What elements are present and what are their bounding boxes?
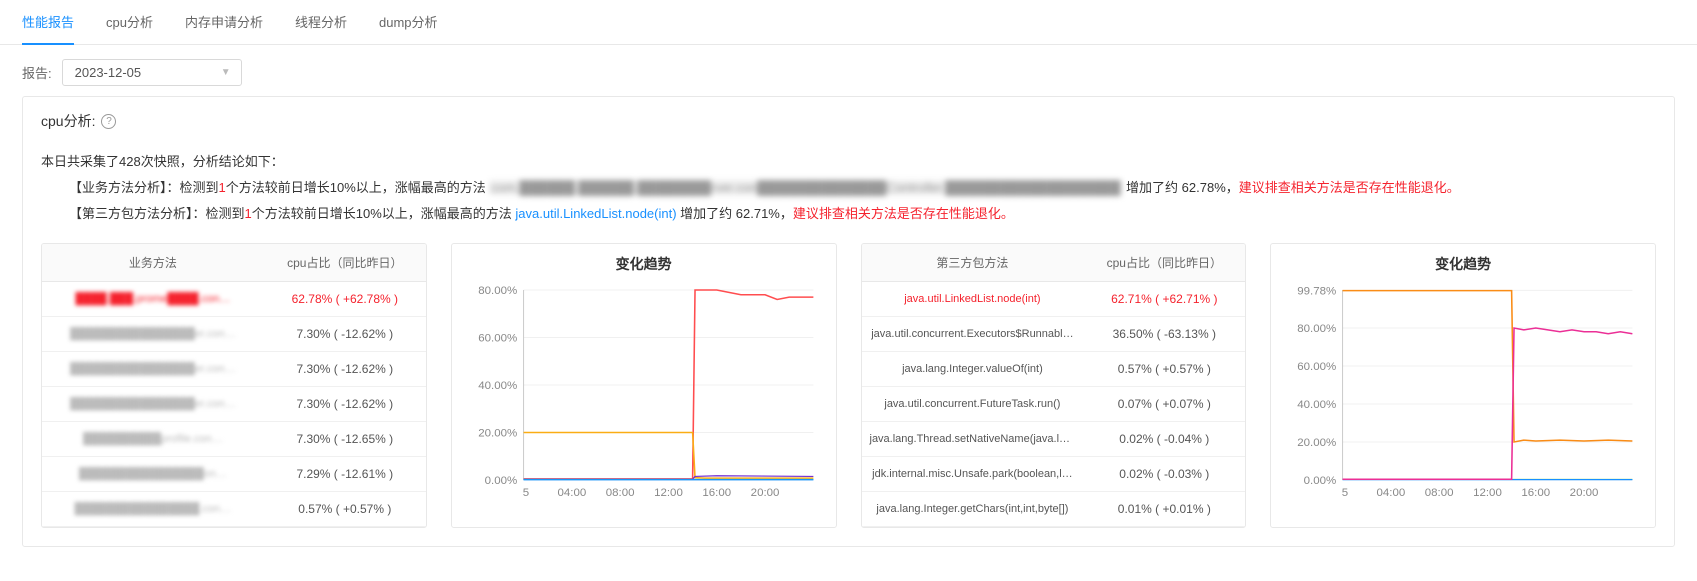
report-date-select[interactable]: 2023-12-05 ▼ bbox=[62, 59, 242, 86]
third-trend-chart: 变化趋势 0.00% 20.00% 40.00% 60.00% 80.00% 99.78%… bbox=[1270, 243, 1656, 528]
svg-text:0.00%: 0.00% bbox=[484, 475, 517, 487]
svg-text:99.78%: 99.78% bbox=[1298, 286, 1337, 298]
svg-text:80.00%: 80.00% bbox=[478, 285, 517, 297]
svg-text:20.00%: 20.00% bbox=[478, 428, 517, 440]
cpu-analysis-panel: cpu分析: ? 本日共采集了428次快照，分析结论如下： 【业务方法分析】：检… bbox=[22, 96, 1675, 547]
svg-text:60.00%: 60.00% bbox=[478, 333, 517, 345]
chart2-title: 变化趋势 bbox=[1285, 254, 1641, 274]
chart1-svg: 0.00% 20.00% 40.00% 60.00% 80.00% 5 04:00 08:00… bbox=[466, 282, 822, 502]
table-row[interactable]: java.lang.Thread.setNativeName(java.la…0… bbox=[862, 422, 1246, 457]
svg-text:40.00%: 40.00% bbox=[1298, 399, 1337, 411]
svg-text:08:00: 08:00 bbox=[1425, 487, 1454, 499]
charts-grid: 业务方法 cpu占比（同比昨日） ████.███.prome████.con…… bbox=[41, 243, 1656, 528]
svg-text:20:00: 20:00 bbox=[750, 487, 779, 499]
svg-text:5: 5 bbox=[523, 487, 529, 499]
chart1-title: 变化趋势 bbox=[466, 254, 822, 274]
tab-0[interactable]: 性能报告 bbox=[22, 0, 74, 45]
table-row[interactable]: ████.███.prome████.con…62.78% ( +62.78% … bbox=[42, 282, 426, 317]
svg-text:20.00%: 20.00% bbox=[1298, 437, 1337, 449]
svg-text:40.00%: 40.00% bbox=[478, 380, 517, 392]
table-row[interactable]: ████████████████on…7.29% ( -12.61% ) bbox=[42, 457, 426, 492]
chevron-down-icon: ▼ bbox=[221, 67, 231, 78]
svg-text:16:00: 16:00 bbox=[1522, 487, 1551, 499]
table-row[interactable]: ██████████profile.con…7.30% ( -12.65% ) bbox=[42, 422, 426, 457]
table2-col1: 第三方包方法 bbox=[862, 244, 1084, 282]
tab-4[interactable]: dump分析 bbox=[379, 0, 438, 44]
report-label: 报告: bbox=[22, 63, 52, 82]
report-date-value: 2023-12-05 bbox=[75, 65, 142, 80]
table-row[interactable]: jdk.internal.misc.Unsafe.park(boolean,l…… bbox=[862, 457, 1246, 492]
table2-col2: cpu占比（同比昨日） bbox=[1083, 244, 1245, 282]
biz-method-table: 业务方法 cpu占比（同比昨日） ████.███.prome████.con…… bbox=[41, 243, 427, 528]
svg-text:12:00: 12:00 bbox=[654, 487, 683, 499]
blurred-method: com.██████.██████.████████rver.con██████… bbox=[489, 180, 1122, 195]
tab-3[interactable]: 线程分析 bbox=[295, 0, 347, 44]
summary-intro: 本日共采集了428次快照，分析结论如下： bbox=[41, 149, 1656, 175]
summary-block: 本日共采集了428次快照，分析结论如下： 【业务方法分析】：检测到1个方法较前日… bbox=[41, 149, 1656, 227]
svg-text:04:00: 04:00 bbox=[1377, 487, 1406, 499]
svg-text:20:00: 20:00 bbox=[1570, 487, 1599, 499]
svg-text:0.00%: 0.00% bbox=[1304, 475, 1337, 487]
table-row[interactable]: java.util.concurrent.FutureTask.run()0.0… bbox=[862, 387, 1246, 422]
third-method-line: 【第三方包方法分析】：检测到1个方法较前日增长10%以上，涨幅最高的方法 jav… bbox=[41, 201, 1656, 227]
tab-2[interactable]: 内存申请分析 bbox=[185, 0, 263, 44]
biz-method-line: 【业务方法分析】：检测到1个方法较前日增长10%以上，涨幅最高的方法 com.█… bbox=[41, 175, 1656, 201]
help-icon[interactable]: ? bbox=[101, 114, 116, 129]
tab-1[interactable]: cpu分析 bbox=[106, 0, 153, 44]
svg-text:08:00: 08:00 bbox=[606, 487, 635, 499]
table-row[interactable]: java.util.LinkedList.node(int)62.71% ( +… bbox=[862, 282, 1246, 317]
svg-text:16:00: 16:00 bbox=[702, 487, 731, 499]
table-row[interactable]: ████████████████er.con…7.30% ( -12.62% ) bbox=[42, 317, 426, 352]
svg-text:04:00: 04:00 bbox=[557, 487, 586, 499]
third-method-link[interactable]: java.util.LinkedList.node(int) bbox=[515, 206, 676, 221]
svg-text:60.00%: 60.00% bbox=[1298, 361, 1337, 373]
table1-col1: 业务方法 bbox=[42, 244, 264, 282]
svg-text:5: 5 bbox=[1342, 487, 1348, 499]
table-row[interactable]: ████████████████.con…0.57% ( +0.57% ) bbox=[42, 492, 426, 527]
table-row[interactable]: java.lang.Integer.getChars(int,int,byte[… bbox=[862, 492, 1246, 527]
svg-text:80.00%: 80.00% bbox=[1298, 323, 1337, 335]
main-tabs: 性能报告 cpu分析内存申请分析线程分析 dump分析 bbox=[0, 0, 1697, 45]
cpu-panel-header: cpu分析: ? bbox=[41, 111, 1656, 131]
table-row[interactable]: java.lang.Integer.valueOf(int)0.57% ( +0… bbox=[862, 352, 1246, 387]
third-method-table: 第三方包方法 cpu占比（同比昨日） java.util.LinkedList.… bbox=[861, 243, 1247, 528]
table-row[interactable]: ████████████████er.con…7.30% ( -12.62% ) bbox=[42, 387, 426, 422]
table-row[interactable]: java.util.concurrent.Executors$Runnabl…3… bbox=[862, 317, 1246, 352]
biz-trend-chart: 变化趋势 0.00% 20.00% 40.00% 60.00% 80.00% 5 04:00… bbox=[451, 243, 837, 528]
cpu-panel-title: cpu分析: bbox=[41, 111, 95, 131]
table1-col2: cpu占比（同比昨日） bbox=[264, 244, 426, 282]
chart2-svg: 0.00% 20.00% 40.00% 60.00% 80.00% 99.78% 5 04:0… bbox=[1285, 282, 1641, 502]
report-date-row: 报告: 2023-12-05 ▼ bbox=[0, 45, 1697, 96]
svg-text:12:00: 12:00 bbox=[1473, 487, 1502, 499]
table-row[interactable]: ████████████████er.con…7.30% ( -12.62% ) bbox=[42, 352, 426, 387]
